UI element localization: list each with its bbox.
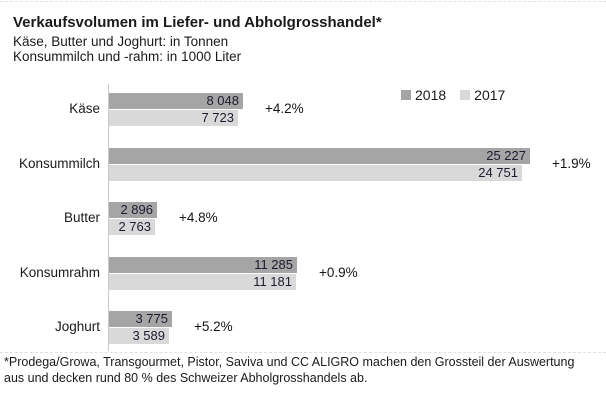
bar-2018-joghurt: 3 775 xyxy=(109,311,172,327)
legend-swatch-2017 xyxy=(460,90,471,100)
legend-label-2017: 2017 xyxy=(474,87,506,103)
legend-swatch-2018 xyxy=(401,90,411,100)
change-label-butter: +4.8% xyxy=(179,210,218,225)
category-label-joghurt: Joghurt xyxy=(54,319,100,334)
category-label-butter: Butter xyxy=(63,210,100,225)
chart-subtitle-units-tonnen: Käse, Butter und Joghurt: in Tonnen xyxy=(13,34,229,49)
bar-2018-butter: 2 896 xyxy=(109,202,157,218)
footnote-line-2: aus und decken rund 80 % des Schweizer A… xyxy=(4,370,368,385)
bar-value-2018-konsumrahm: 11 285 xyxy=(254,256,293,272)
change-label-joghurt: +5.2% xyxy=(194,319,233,334)
category-label-käse: Käse xyxy=(69,101,100,116)
change-label-käse: +4.2% xyxy=(265,101,304,116)
chart-legend: 2018 2017 xyxy=(401,87,505,103)
chart-title: Verkaufsvolumen im Liefer- und Abholgros… xyxy=(13,14,382,31)
bar-value-2017-käse: 7 723 xyxy=(201,110,234,125)
chart-subtitle-units-liter: Konsummilch und -rahm: in 1000 Liter xyxy=(13,49,242,64)
category-axis-line xyxy=(108,84,109,351)
bar-value-2017-konsumrahm: 11 181 xyxy=(253,273,292,289)
bar-value-2017-joghurt: 3 589 xyxy=(132,328,165,343)
bar-2017-butter: 2 763 xyxy=(109,219,155,235)
change-label-konsumrahm: +0.9% xyxy=(319,264,358,280)
legend-item-2017: 2017 xyxy=(460,87,505,103)
bar-value-2018-konsummilch: 25 227 xyxy=(486,147,526,163)
legend-label-2018: 2018 xyxy=(415,87,447,103)
bar-value-2018-joghurt: 3 775 xyxy=(135,311,168,326)
category-label-konsummilch: Konsummilch xyxy=(18,155,100,171)
category-label-konsumrahm: Konsumrahm xyxy=(19,264,100,280)
chart-footnote: *Prodega/Growa, Transgourmet, Pistor, Sa… xyxy=(4,355,602,386)
bar-value-2017-konsummilch: 24 751 xyxy=(478,164,518,180)
top-divider xyxy=(0,1,606,2)
bar-2017-joghurt: 3 589 xyxy=(109,328,169,344)
bar-2017-konsumrahm: 11 181 xyxy=(109,273,296,290)
footnote-divider xyxy=(0,352,606,353)
bar-value-2018-käse: 8 048 xyxy=(206,93,239,108)
bar-2018-käse: 8 048 xyxy=(109,93,243,109)
bar-value-2018-butter: 2 896 xyxy=(120,202,153,217)
bar-2018-konsummilch: 25 227 xyxy=(109,147,530,164)
bar-2017-konsummilch: 24 751 xyxy=(109,164,522,181)
footnote-line-1: *Prodega/Growa, Transgourmet, Pistor, Sa… xyxy=(4,355,575,369)
legend-item-2018: 2018 xyxy=(401,87,446,103)
bar-2018-konsumrahm: 11 285 xyxy=(109,256,297,273)
bar-value-2017-butter: 2 763 xyxy=(118,219,151,234)
change-label-konsummilch: +1.9% xyxy=(552,155,591,171)
bar-2017-käse: 7 723 xyxy=(109,110,238,126)
